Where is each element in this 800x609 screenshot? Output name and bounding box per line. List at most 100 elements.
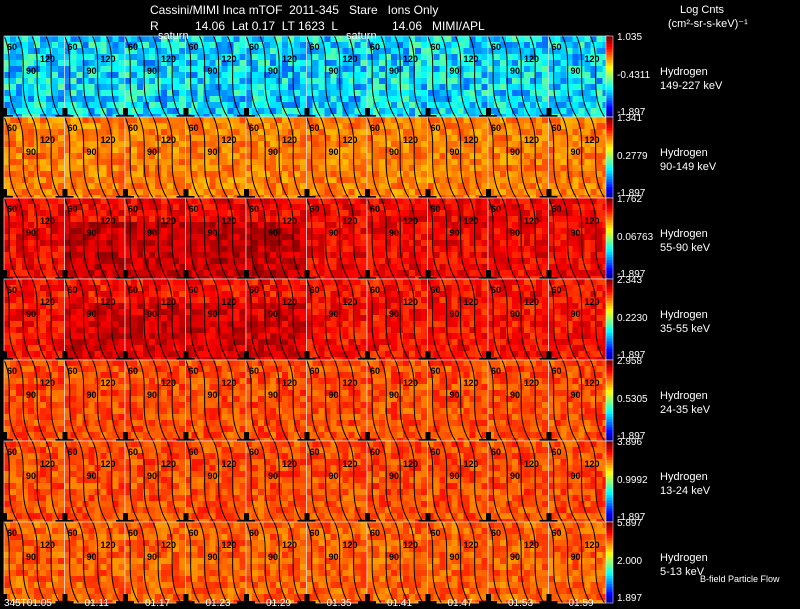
contour-line [469,35,484,118]
contour-line [320,440,335,523]
contour-line [227,440,242,523]
grid-cross [418,601,437,606]
spectrogram-cell: 60 90 120 [418,521,489,609]
contour-line [380,197,396,280]
grid-cross [358,601,376,606]
contour-line [273,197,289,280]
species-label: Hydrogen [660,552,708,564]
energy-band-row: 60 90 120 60 90 120 60 90 120 60 90 120 60 90 120 60 90 1… [0,359,610,450]
contour-line [31,359,47,442]
contour-line [64,197,79,280]
spectrogram-cell: 60 90 120 [176,116,247,207]
colorbar-mid-label: 0.9992 [617,475,648,486]
contour-label: 90 [389,552,399,562]
contour-line [92,521,107,604]
grid-cross [479,601,497,606]
plot-title: Cassini/MIMI Inca mTOF 2011-345 Stare Io… [150,3,439,17]
contour-label: 60 [128,42,138,52]
contour-label: 90 [208,147,218,157]
spectrogram-cell: 60 90 120 [479,278,549,369]
contour-label: 90 [510,390,520,400]
contour-line [320,116,335,199]
contour-line [487,359,503,442]
contour-line [138,35,154,118]
colorbar-mid-label: 0.2230 [617,313,648,324]
spectrogram-cell: 60 90 120 [297,521,368,609]
contour-label: 60 [68,123,78,133]
contour-label: 90 [510,552,520,562]
contour-line [259,197,275,280]
spectrogram-cell: 60 90 120 [55,359,126,450]
contour-line [78,440,93,523]
units-title: Log Cnts [680,4,725,16]
contour-label: 120 [343,135,358,145]
contour-label: 90 [450,552,460,562]
contour-line [306,197,321,280]
contour-line [64,35,79,118]
contour-line [576,35,591,118]
contour-line [45,440,61,523]
contour-line [259,440,275,523]
contour-label: 90 [571,66,581,76]
spectrogram-cell: 60 90 120 [237,116,307,207]
contour-line [334,521,349,604]
colorbar [605,278,614,361]
contour-line [320,359,335,442]
contour-line [64,278,79,361]
contour-label: 60 [370,42,380,52]
colorbar-min-label: -1.897 [617,431,646,442]
contour-label: 120 [524,297,539,307]
contour-line [64,359,79,442]
contour-line [92,359,107,442]
contour-label: 60 [189,42,199,52]
contour-line [366,197,382,280]
contour-label: 120 [403,54,418,64]
contour-line [394,359,410,442]
species-label: Hydrogen [660,309,708,321]
contour-line [166,359,182,442]
contour-line [590,116,605,199]
contour-line [562,278,577,361]
contour-label: 60 [431,447,441,457]
contour-line [576,440,591,523]
contour-label: 60 [491,447,501,457]
contour-label: 120 [222,54,237,64]
grid-cross [176,601,195,606]
contour-label: 60 [491,528,501,538]
spectrogram-cell: 60 90 120 [418,359,489,450]
time-axis-label: 01:11 [84,598,109,609]
contour-label: 90 [389,309,399,319]
contour-label: 90 [26,471,36,481]
contour-line [487,197,503,280]
contour-line [124,197,140,280]
contour-label: 120 [282,378,297,388]
contour-line [199,278,214,361]
contour-line [469,521,484,604]
contour-label: 120 [282,540,297,550]
contour-line [348,359,363,442]
colorbar-max-label: 2.958 [617,356,643,367]
contour-line [590,35,605,118]
spectrogram-cell: 60 90 120 [0,197,65,288]
contour-label: 90 [26,147,36,157]
contour-line [320,197,335,280]
contour-label: 60 [249,42,259,52]
contour-line [213,359,228,442]
contour-label: 60 [7,366,17,376]
contour-line [515,116,531,199]
contour-line [562,35,577,118]
spectrogram-cell: 60 90 120 [55,521,126,609]
contour-line [306,278,321,361]
contour-line [166,197,182,280]
contour-label: 90 [450,66,460,76]
contour-line [287,116,303,199]
contour-label: 90 [147,309,157,319]
contour-line [17,278,33,361]
contour-line [487,278,503,361]
contour-label: 60 [370,204,380,214]
contour-label: 60 [310,123,320,133]
contour-label: 60 [552,285,562,295]
contour-label: 60 [128,447,138,457]
contour-line [334,359,349,442]
